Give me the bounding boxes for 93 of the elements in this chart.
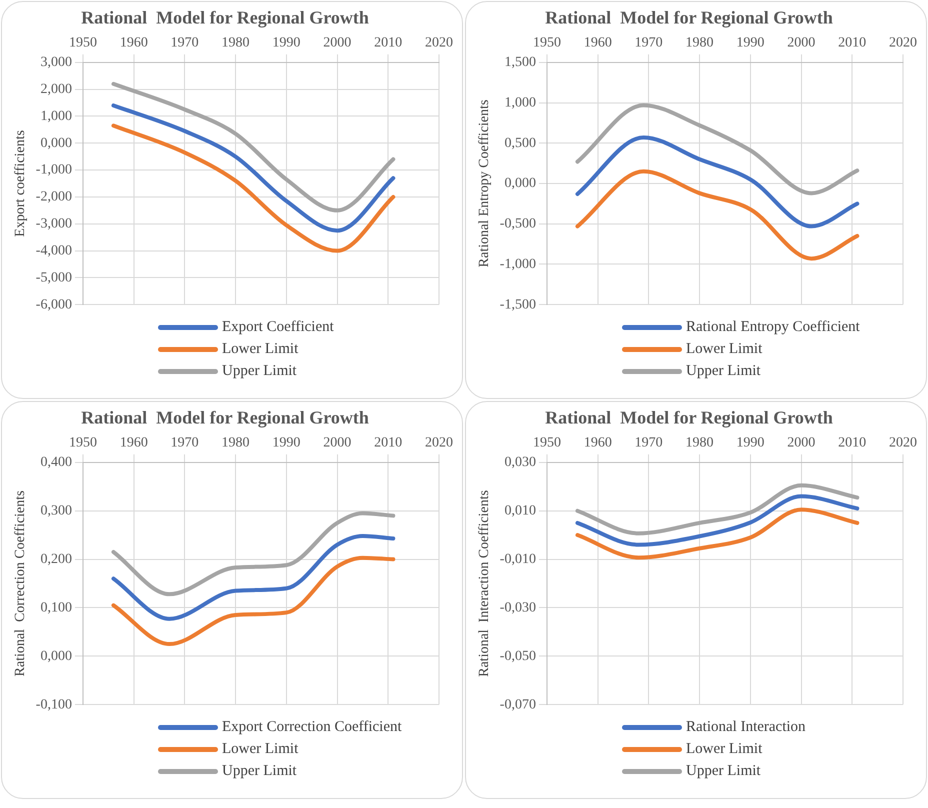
x-tick-label: 1950 bbox=[532, 36, 561, 51]
chart-title: Rational Model for Regional Growth bbox=[81, 7, 369, 28]
x-tick-label: 2010 bbox=[838, 36, 866, 51]
x-tick-label: 1950 bbox=[68, 436, 97, 451]
y-tick-label: 0,000 bbox=[40, 136, 72, 151]
x-tick-label: 2000 bbox=[323, 436, 352, 451]
y-tick-label: -0,070 bbox=[500, 697, 536, 712]
y-tick-label: -6,000 bbox=[36, 297, 72, 312]
line-series bbox=[575, 494, 860, 547]
x-tick-label: 1970 bbox=[170, 36, 199, 51]
line-series bbox=[111, 103, 396, 233]
y-tick-label: 0,400 bbox=[40, 455, 72, 470]
legend-label: Lower Limit bbox=[686, 341, 762, 357]
y-tick-label: -1,000 bbox=[500, 256, 536, 272]
x-tick-label: 1960 bbox=[584, 36, 612, 51]
x-tick-label: 2000 bbox=[787, 36, 816, 51]
x-tick-label: 1960 bbox=[120, 436, 148, 451]
line-series bbox=[575, 103, 860, 196]
y-tick-label: -0,030 bbox=[500, 600, 536, 616]
line-series bbox=[111, 124, 396, 253]
x-tick-label: 2020 bbox=[425, 436, 453, 451]
legend-label: Upper Limit bbox=[222, 363, 297, 379]
y-tick-label: -4,000 bbox=[36, 243, 72, 258]
x-tick-label: 1990 bbox=[736, 36, 764, 51]
y-tick-label: 3,000 bbox=[40, 55, 72, 70]
x-tick-label: 2010 bbox=[374, 436, 402, 451]
y-tick-label: -5,000 bbox=[36, 270, 72, 286]
x-tick-label: 1970 bbox=[170, 436, 199, 451]
chart-title: Rational Model for Regional Growth bbox=[81, 407, 369, 428]
x-tick-label: 2010 bbox=[838, 436, 866, 451]
y-tick-label: 0,000 bbox=[504, 176, 536, 192]
y-tick-label: 0,200 bbox=[40, 552, 72, 567]
y-axis-title: Rational Interaction Coefficients bbox=[477, 490, 492, 677]
x-tick-label: 2000 bbox=[323, 36, 352, 51]
line-series bbox=[111, 534, 396, 621]
x-tick-label: 1980 bbox=[222, 36, 250, 51]
line-series bbox=[111, 556, 396, 646]
x-tick-label: 2020 bbox=[425, 36, 453, 51]
x-tick-label: 1970 bbox=[634, 36, 663, 51]
y-axis-title: Export coefficients bbox=[13, 130, 28, 237]
line-series bbox=[575, 135, 860, 228]
y-tick-label: 1,000 bbox=[40, 108, 72, 124]
legend-label: Upper Limit bbox=[686, 763, 761, 779]
x-tick-label: 1980 bbox=[222, 436, 250, 451]
y-tick-label: -0,010 bbox=[500, 552, 536, 567]
x-tick-label: 2020 bbox=[889, 436, 917, 451]
x-tick-label: 1950 bbox=[532, 436, 561, 451]
line-series bbox=[575, 169, 860, 261]
y-tick-label: -1,500 bbox=[500, 297, 536, 312]
y-tick-label: 1,000 bbox=[504, 95, 536, 110]
y-tick-label: -1,000 bbox=[36, 162, 72, 178]
line-series bbox=[575, 483, 860, 536]
chart-title: Rational Model for Regional Growth bbox=[545, 7, 833, 28]
x-tick-label: 2000 bbox=[787, 436, 816, 451]
x-tick-label: 1990 bbox=[272, 36, 300, 51]
line-series bbox=[575, 508, 860, 560]
y-axis-title: Rational Correction Coefficients bbox=[13, 490, 28, 676]
y-tick-label: 2,000 bbox=[40, 82, 72, 97]
x-tick-label: 1960 bbox=[120, 36, 148, 51]
y-tick-label: -0,050 bbox=[500, 648, 536, 664]
legend-label: Export Coefficient bbox=[222, 319, 334, 335]
x-tick-label: 1970 bbox=[634, 436, 663, 451]
y-tick-label: 0,100 bbox=[40, 600, 72, 616]
y-tick-label: 0,000 bbox=[40, 648, 72, 664]
legend-label: Export Correction Coefficient bbox=[222, 719, 402, 735]
x-tick-label: 1990 bbox=[272, 436, 300, 451]
line-series bbox=[111, 82, 396, 212]
x-tick-label: 1980 bbox=[686, 36, 714, 51]
y-tick-label: 0,300 bbox=[40, 504, 72, 519]
legend-label: Rational Entropy Coefficient bbox=[686, 319, 860, 335]
legend-label: Lower Limit bbox=[222, 341, 298, 357]
x-tick-label: 2020 bbox=[889, 36, 917, 51]
legend-label: Upper Limit bbox=[686, 363, 761, 379]
y-tick-label: 0,500 bbox=[504, 136, 536, 151]
chart-title: Rational Model for Regional Growth bbox=[545, 407, 833, 428]
x-tick-label: 1980 bbox=[686, 436, 714, 451]
y-tick-label: -2,000 bbox=[36, 190, 72, 205]
y-tick-label: 0,010 bbox=[504, 504, 536, 519]
y-tick-label: 1,500 bbox=[504, 55, 536, 70]
legend-label: Lower Limit bbox=[222, 741, 298, 757]
y-tick-label: -0,100 bbox=[36, 697, 72, 712]
legend-label: Lower Limit bbox=[686, 741, 762, 757]
line-series bbox=[111, 511, 396, 596]
legend-label: Upper Limit bbox=[222, 763, 297, 779]
legend-label: Rational Interaction bbox=[686, 719, 806, 735]
x-tick-label: 1960 bbox=[584, 436, 612, 451]
y-tick-label: -3,000 bbox=[36, 216, 72, 232]
x-tick-label: 1950 bbox=[68, 36, 97, 51]
x-tick-label: 2010 bbox=[374, 36, 402, 51]
x-tick-label: 1990 bbox=[736, 436, 764, 451]
y-tick-label: 0,030 bbox=[504, 455, 536, 470]
y-axis-title: Rational Entropy Coefficients bbox=[477, 100, 492, 268]
y-tick-label: -0,500 bbox=[500, 216, 536, 232]
